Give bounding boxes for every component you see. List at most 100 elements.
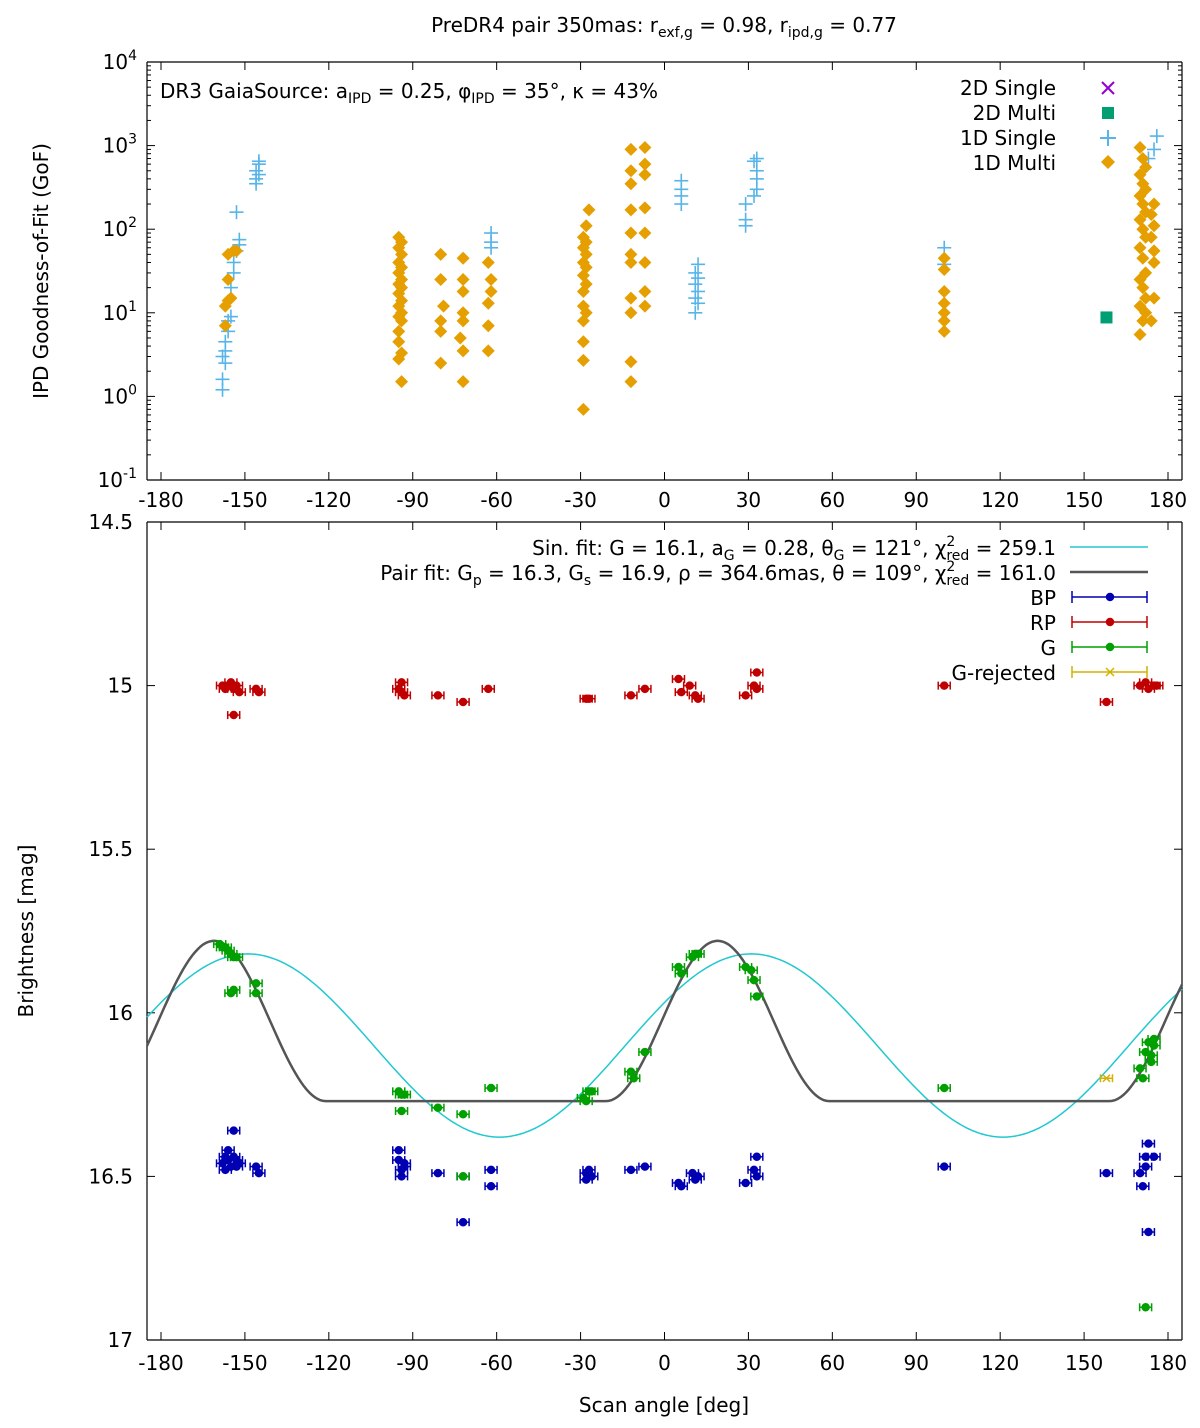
point-1d-multi [392,255,406,269]
y-tick-label: 17 [108,1328,133,1352]
x-tick-label: 120 [981,1351,1019,1375]
point-1d-multi [1144,314,1158,328]
point-bp [937,1162,951,1171]
bottom-x-axis-label: Scan angle [deg] [579,1393,749,1417]
point-1d-multi [937,306,951,320]
point-rp [232,687,247,697]
x-tick-label: 150 [1065,488,1103,512]
point-1d-multi [395,375,409,389]
point-rp [226,710,241,720]
point-bp [1136,1181,1150,1191]
point-g [229,952,244,962]
point-1d-multi [481,344,495,358]
point-bp [1141,1139,1156,1148]
point-bp [392,1145,406,1155]
legend-label-bp: BP [1030,586,1056,610]
point-1d-multi [576,402,590,416]
point-1d-multi [624,203,638,217]
x-tick-label: -150 [222,1351,267,1375]
point-1d-multi [437,299,451,313]
point-1d-multi [638,255,652,269]
top-legend: 2D Single 2D Multi 1D Single 1D Multi [960,76,1116,175]
point-1d-multi [624,226,638,240]
point-1d-multi [218,319,232,333]
point-g [394,1106,409,1116]
point-1d-multi [456,375,470,389]
x-tick-label: 120 [981,488,1019,512]
legend-label-pair-fit: Pair fit: Gp = 16.3, Gs = 16.9, ρ = 364.… [380,559,1056,589]
legend-label-2d-single: 2D Single [960,76,1056,100]
point-rp [624,691,638,700]
point-2d-multi [1100,311,1113,324]
y-tick-label: 101 [103,299,137,325]
point-rp [394,687,409,697]
chart-title: PreDR4 pair 350mas: rexf,g = 0.98, ripd,… [431,13,897,41]
point-1d-multi [1133,213,1147,227]
x-tick-label: -60 [480,488,513,512]
point-1d-multi [1147,197,1161,211]
dr3-annotation: DR3 GaiaSource: aIPD = 0.25, φIPD = 35°,… [160,79,658,107]
point-1d-multi [579,219,593,233]
point-g [226,985,241,995]
point-bp [1099,1168,1114,1178]
point-1d-multi [484,273,498,287]
point-g [1147,1034,1161,1044]
point-1d-single [215,372,230,387]
point-bp [747,1165,761,1175]
point-1d-multi [456,314,470,328]
point-bp [456,1217,470,1227]
pair-fit-curve [145,939,1184,1103]
point-g [638,1047,652,1057]
point-bp [394,1172,409,1181]
legend-label-g-rejected: G-rejected [951,661,1056,685]
point-bp [484,1181,498,1191]
point-1d-multi [624,255,638,269]
x-tick-label: 60 [820,1351,845,1375]
point-g [626,1073,641,1083]
point-1d-single [738,197,753,212]
x-tick-label: 30 [736,488,761,512]
x-tick-label: 60 [820,488,845,512]
y-tick-label: 103 [103,132,137,158]
point-bp [585,1172,599,1181]
point-1d-single [249,163,264,178]
legend-marker-1d-multi [1101,155,1115,169]
point-rp [682,681,697,690]
bottom-y-axis-label: Brightness [mag] [14,845,38,1018]
point-bp [674,1181,689,1191]
legend-label-1d-single: 1D Single [960,126,1056,150]
point-1d-multi [1136,222,1150,236]
point-bp [1141,1227,1156,1237]
point-1d-multi [1133,241,1147,255]
point-bp [431,1168,445,1178]
point-bp [226,1126,241,1135]
point-g-rejected [1099,1074,1114,1083]
point-1d-multi [1147,255,1161,269]
point-1d-multi [638,201,652,215]
x-tick-label: 180 [1149,1351,1187,1375]
point-g [624,1067,638,1076]
point-1d-multi [624,291,638,305]
point-g [1138,1303,1153,1312]
point-1d-multi [434,324,448,338]
point-g [579,1096,593,1106]
point-1d-multi [624,177,638,191]
point-g [456,1109,470,1119]
x-tick-label: -180 [138,488,183,512]
point-1d-multi [937,262,951,276]
point-bp [691,1172,705,1181]
point-1d-multi [576,299,590,313]
point-1d-multi [624,355,638,369]
point-rp [671,674,686,684]
y-tick-label: 102 [103,215,137,241]
point-1d-single [688,291,703,306]
point-rp [1150,681,1164,690]
point-rp [750,668,764,677]
x-tick-label: -30 [564,488,597,512]
bottom-legend: Sin. fit: G = 16.1, aG = 0.28, θG = 121°… [380,534,1148,685]
point-g [750,992,764,1001]
point-g [484,1083,498,1093]
point-1d-single [215,349,230,364]
point-1d-multi [624,375,638,389]
point-bp [624,1165,638,1175]
